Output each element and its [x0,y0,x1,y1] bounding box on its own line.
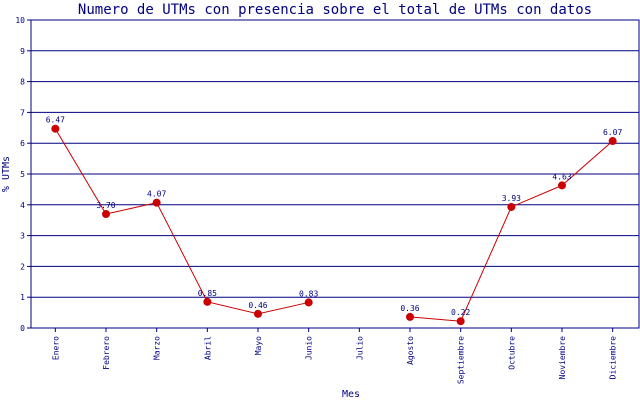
data-label-9: 3.93 [502,194,521,203]
data-point-10 [558,181,566,190]
data-label-7: 0.36 [400,304,419,313]
x-tick-label-2: Marzo [153,336,162,360]
series-line-0-1 [409,140,613,322]
x-axis-label: Mes [342,389,360,400]
x-axis-ticks: Enero Febrero Marzo Abril Mayo Junio Julio Agos… [51,328,618,384]
data-point-9 [507,202,516,211]
y-tick-label-9: 9 [20,47,25,56]
y-tick-label-0: 0 [20,324,25,333]
y-tick-label-4: 4 [20,201,25,210]
data-label-1: 3.70 [96,201,115,210]
y-tick-label-8: 8 [20,78,25,87]
series [54,128,613,322]
data-points [51,124,617,326]
series-line-0-0 [54,128,309,315]
x-tick-label-7: Agosto [406,336,415,365]
x-tick-label-4: Mayo [254,336,263,355]
data-point-1 [102,210,110,219]
data-label-3: 0.85 [198,289,217,298]
x-tick-label-5: Junio [305,336,314,360]
x-tick-label-0: Enero [51,336,60,360]
data-label-2: 4.07 [147,190,166,199]
x-tick-label-3: Abril [203,336,212,360]
x-tick-label-8: Septiembre [457,336,466,384]
x-tick-label-1: Febrero [102,336,111,370]
y-tick-label-5: 5 [20,170,25,179]
data-label-11: 6.07 [603,128,622,137]
data-point-7 [406,312,414,321]
data-point-2 [152,198,161,207]
data-label-0: 6.47 [46,116,65,125]
y-tick-label-3: 3 [20,232,25,241]
y-tick-label-6: 6 [20,139,25,148]
y-tick-label-1: 1 [20,293,25,302]
data-point-11 [608,137,617,146]
x-tick-label-11: Diciembre [609,336,618,380]
data-label-10: 4.63 [552,172,571,181]
data-labels: 6.47 3.70 4.07 0.85 0.46 0.83 0.36 0.22 3.93 4.63… [46,116,623,318]
y-tick-label-2: 2 [20,262,25,271]
data-point-5 [304,298,313,307]
y-tick-label-7: 7 [20,108,25,117]
data-point-0 [51,124,60,133]
chart-title: Numero de UTMs con presencia sobre el to… [78,2,592,18]
grid-lines [31,19,639,329]
x-tick-label-10: Noviembre [558,336,567,380]
data-label-8: 0.22 [451,308,470,317]
data-label-5: 0.83 [299,289,318,298]
data-point-4 [254,309,262,318]
x-tick-label-6: Julio [355,336,364,360]
data-point-8 [456,317,465,326]
y-tick-label-10: 10 [15,16,25,25]
data-point-3 [203,297,212,306]
data-label-4: 0.46 [248,301,267,310]
y-axis-ticks: 0 1 2 3 4 5 6 7 8 9 10 [15,16,31,333]
y-axis-label: % UTMs [1,156,12,192]
x-tick-label-9: Octubre [507,336,516,370]
